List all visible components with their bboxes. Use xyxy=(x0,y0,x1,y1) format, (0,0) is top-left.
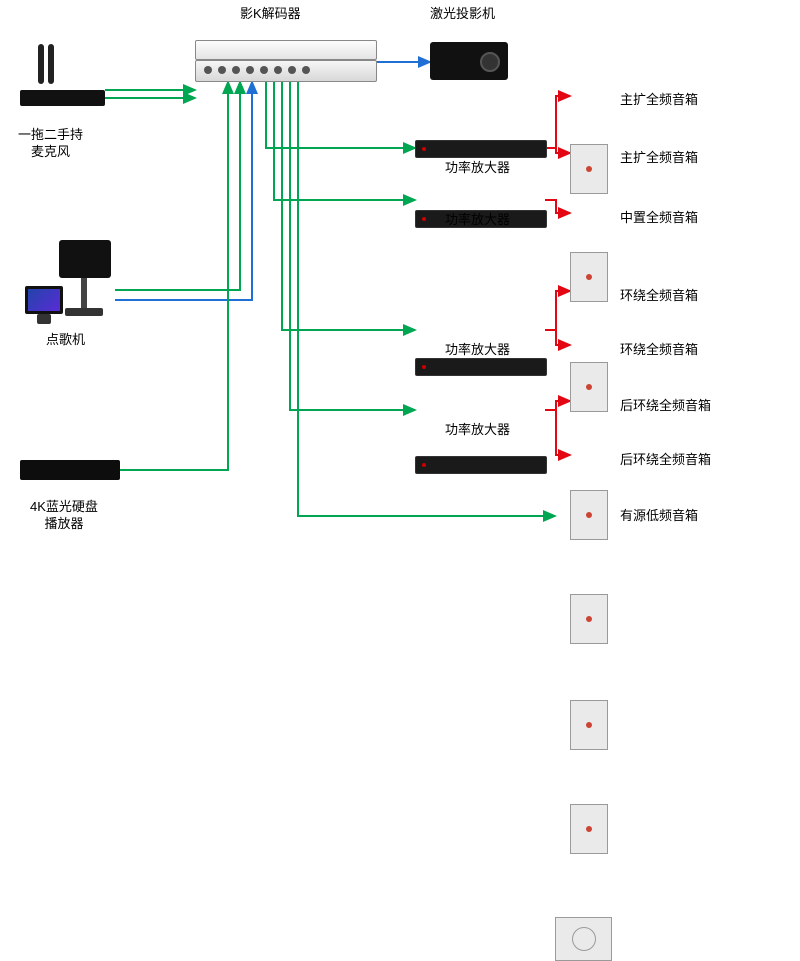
decoder-label: 影K解码器 xyxy=(240,6,301,23)
decoder-device xyxy=(195,40,377,60)
speaker-label-7: 后环绕全频音箱 xyxy=(620,452,711,469)
speaker-5 xyxy=(570,594,608,644)
mic-receiver xyxy=(20,90,105,106)
mic-label: 一拖二手持麦克风 xyxy=(18,112,83,161)
bluray-label: 4K蓝光硬盘播放器 xyxy=(30,484,98,533)
speaker-4 xyxy=(570,490,608,540)
projector-label: 激光投影机 xyxy=(430,6,495,23)
speaker-label-5: 环绕全频音箱 xyxy=(620,342,698,359)
speaker-label-6: 后环绕全频音箱 xyxy=(620,398,711,415)
mic-handhelds xyxy=(36,44,56,87)
speaker-label-1: 主扩全频音箱 xyxy=(620,92,698,109)
jukebox-device xyxy=(25,240,115,328)
amplifier-label-1: 功率放大器 xyxy=(445,160,510,177)
amplifier-label-2: 功率放大器 xyxy=(445,212,510,229)
amplifier-label-4: 功率放大器 xyxy=(445,422,510,439)
speaker-6 xyxy=(570,700,608,750)
speaker-7 xyxy=(570,804,608,854)
jukebox-label: 点歌机 xyxy=(46,332,85,349)
decoder-device-2 xyxy=(195,60,377,82)
speaker-1 xyxy=(570,144,608,194)
amplifier-label-3: 功率放大器 xyxy=(445,342,510,359)
amplifier-4 xyxy=(415,456,547,474)
amplifier-3 xyxy=(415,358,547,376)
speaker-label-2: 主扩全频音箱 xyxy=(620,150,698,167)
speaker-3 xyxy=(570,362,608,412)
speaker-2 xyxy=(570,252,608,302)
amplifier-1 xyxy=(415,140,547,158)
projector-device xyxy=(430,42,508,80)
bluray-device xyxy=(20,460,120,480)
subwoofer xyxy=(555,917,612,961)
speaker-label-4: 环绕全频音箱 xyxy=(620,288,698,305)
subwoofer-label: 有源低频音箱 xyxy=(620,508,698,525)
speaker-label-3: 中置全频音箱 xyxy=(620,210,698,227)
